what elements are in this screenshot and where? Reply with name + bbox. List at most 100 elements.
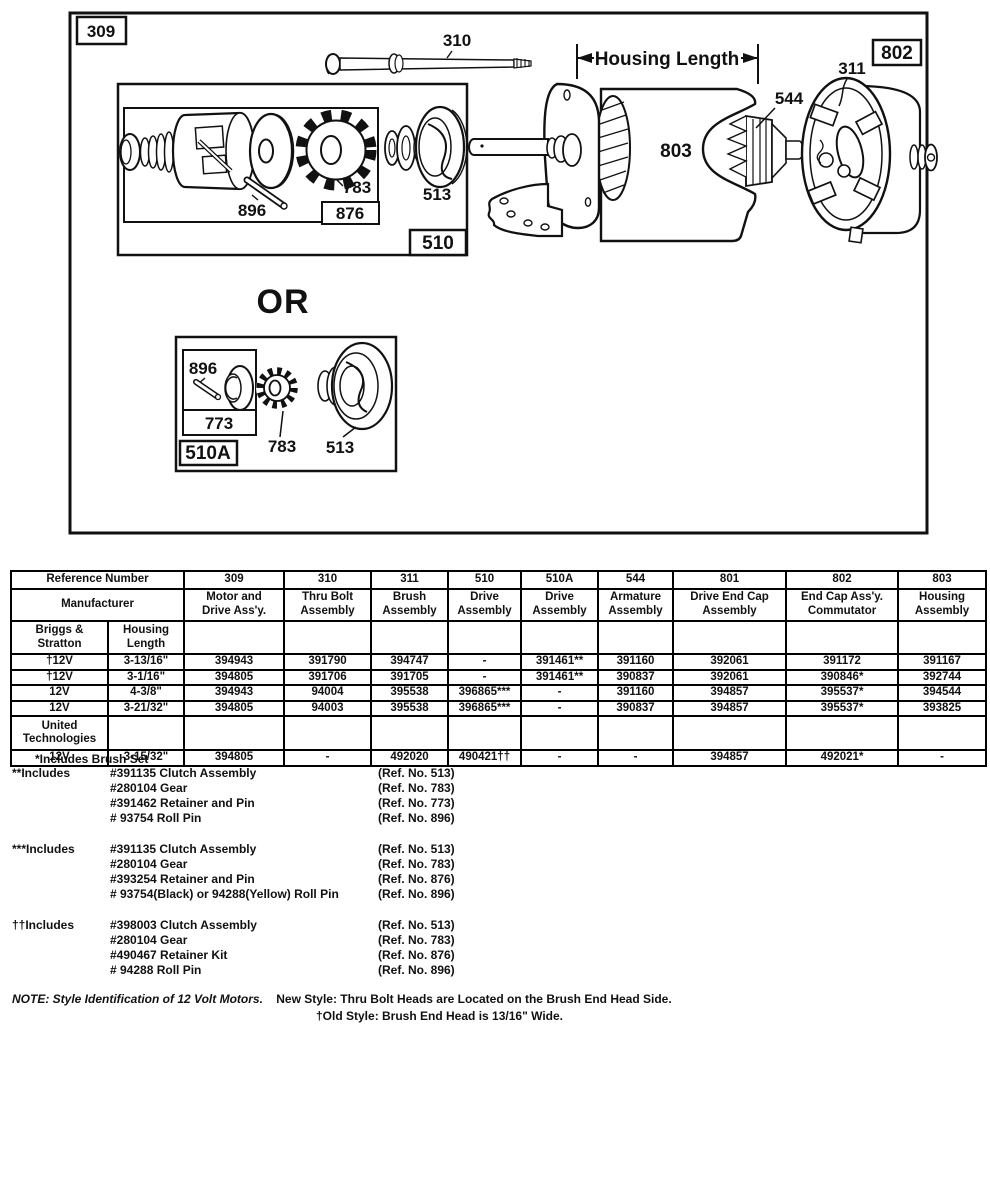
table-cell: 395537* <box>785 699 900 718</box>
callout-773-label: 773 <box>205 414 233 433</box>
table-cell: - <box>520 699 600 718</box>
table-cell: 394747 <box>370 653 450 671</box>
table-cell: Briggs & Stratton <box>10 620 109 655</box>
washer-drawing <box>248 112 295 190</box>
callout-544-label: 544 <box>775 89 804 108</box>
col-header-thru-bolt: Thru Bolt Assembly <box>283 588 373 622</box>
table-cell: 3-21/32" <box>106 699 186 718</box>
callout-box-510a: 510A <box>178 439 239 467</box>
or-label: OR <box>257 283 310 321</box>
footnote-brush-set: *Includes Brush Set <box>35 752 149 766</box>
table-cell: 391172 <box>785 653 900 671</box>
exploded-parts-diagram: 309 310 <box>68 11 938 535</box>
table-cell: †12V <box>10 653 109 671</box>
footnote-item: # 94288 Roll Pin (Ref. No. 896) <box>110 963 455 977</box>
table-cell: - <box>897 749 988 767</box>
table-cell: 395538 <box>370 699 450 718</box>
table-cell: 391706 <box>283 668 373 687</box>
footnote-item: # 93754(Black) or 94288(Yellow) Roll Pin… <box>110 887 455 901</box>
footnote-label: ††Includes <box>12 918 75 932</box>
table-cell <box>447 620 523 655</box>
table-cell <box>785 715 900 752</box>
housing-length-label: Housing Length <box>595 49 740 70</box>
footnote-block-dagger: ††Includes #398003 Clutch Assembly (Ref. … <box>12 918 455 978</box>
col-header-motor-drive: Motor and Drive Ass'y. <box>183 588 286 622</box>
end-cap-drawing <box>800 76 938 244</box>
footnote-block-3star: ***Includes #391135 Clutch Assembly (Ref.… <box>12 842 455 902</box>
table-cell: 3-1/16" <box>106 668 186 687</box>
col-header-drive-end-cap: Drive End Cap Assembly <box>672 588 788 622</box>
table-cell: 396865*** <box>447 699 523 718</box>
thru-bolt-drawing <box>325 50 532 75</box>
callout-783a-label: 783 <box>343 178 371 197</box>
col-header-510a: 510A <box>520 570 600 590</box>
table-cell: 94004 <box>283 684 373 702</box>
diagram-frame <box>68 11 929 535</box>
col-header-803: 803 <box>897 570 988 590</box>
col-header-drive: Drive Assembly <box>447 588 523 622</box>
table-cell <box>785 620 900 655</box>
table-cell <box>897 620 988 655</box>
table-row: †12V 3-13/16" 394943 391790 394747-391461** 3… <box>10 653 988 671</box>
table-cell <box>672 620 788 655</box>
table-cell <box>106 715 186 752</box>
footnote-item: #398003 Clutch Assembly (Ref. No. 513) <box>110 918 455 932</box>
gear-b-drawing <box>256 367 298 438</box>
table-row: 12V 4-3/8" 394943 94004 395538 396865*** -3911… <box>10 684 988 702</box>
col-header-housing: Housing Assembly <box>897 588 988 622</box>
table-cell: - <box>597 749 675 767</box>
table-cell <box>370 715 450 752</box>
callout-510-label: 510 <box>422 233 454 254</box>
output-shaft-drawing <box>468 133 582 167</box>
table-row: 12V 3-21/32" 394805 94003 395538 396865*** -39… <box>10 699 988 718</box>
table-cell <box>897 715 988 752</box>
callout-309-label: 309 <box>87 22 115 41</box>
callout-876-label: 876 <box>336 204 364 223</box>
table-cell: - <box>520 684 600 702</box>
table-cell: 394857 <box>672 684 788 702</box>
footnote-label: **Includes <box>12 766 71 780</box>
col-header-brush: Brush Assembly <box>370 588 450 622</box>
table-row: 12V 3-15/32" 394805-492020 490421†† - -394857… <box>10 749 988 767</box>
table-cell: 12V <box>10 684 109 702</box>
table-cell: 394943 <box>183 653 286 671</box>
table-cell <box>283 620 373 655</box>
table-cell <box>283 715 373 752</box>
table-cell: 395538 <box>370 684 450 702</box>
col-header-310: 310 <box>283 570 373 590</box>
callout-513a-label: 513 <box>423 185 451 204</box>
table-row: Briggs & Stratton Housing Length <box>10 620 988 655</box>
table-cell: 395537* <box>785 684 900 702</box>
roll-pin-drawing <box>243 176 288 210</box>
footnote-item: #391462 Retainer and Pin (Ref. No. 773) <box>110 796 455 810</box>
table-cell: 393825 <box>897 699 988 718</box>
table-cell: 396865*** <box>447 684 523 702</box>
table-cell <box>520 620 600 655</box>
col-header-510: 510 <box>447 570 523 590</box>
table-cell: 391705 <box>370 668 450 687</box>
table-cell: - <box>447 668 523 687</box>
col-header-end-cap: End Cap Ass'y. Commutator <box>785 588 900 622</box>
callout-310-label: 310 <box>443 31 471 50</box>
table-cell: 392061 <box>672 668 788 687</box>
table-cell: 394805 <box>183 668 286 687</box>
col-header-311: 311 <box>370 570 450 590</box>
table-cell: - <box>520 749 600 767</box>
table-cell <box>672 715 788 752</box>
callout-311-label: 311 <box>838 59 865 78</box>
table-cell: - <box>447 653 523 671</box>
table-cell <box>597 715 675 752</box>
table-cell: 4-3/8" <box>106 684 186 702</box>
table-cell: 391461** <box>520 668 600 687</box>
callout-513b-label: 513 <box>326 438 354 457</box>
table-cell: 3-15/32" <box>106 749 186 767</box>
motor-housing-drawing <box>599 87 757 243</box>
note-lead: NOTE: Style Identification of 12 Volt Mo… <box>12 992 263 1006</box>
table-cell <box>520 715 600 752</box>
style-note-line2: †Old Style: Brush End Head is 13/16" Wid… <box>316 1009 563 1023</box>
parts-reference-table: Reference Number 309 310 311 510 510A 54… <box>9 570 988 767</box>
col-header-armature: Armature Assembly <box>597 588 675 622</box>
table-cell: 3-13/16" <box>106 653 186 671</box>
table-cell: 394544 <box>897 684 988 702</box>
table-cell: United Technologies <box>10 715 109 752</box>
